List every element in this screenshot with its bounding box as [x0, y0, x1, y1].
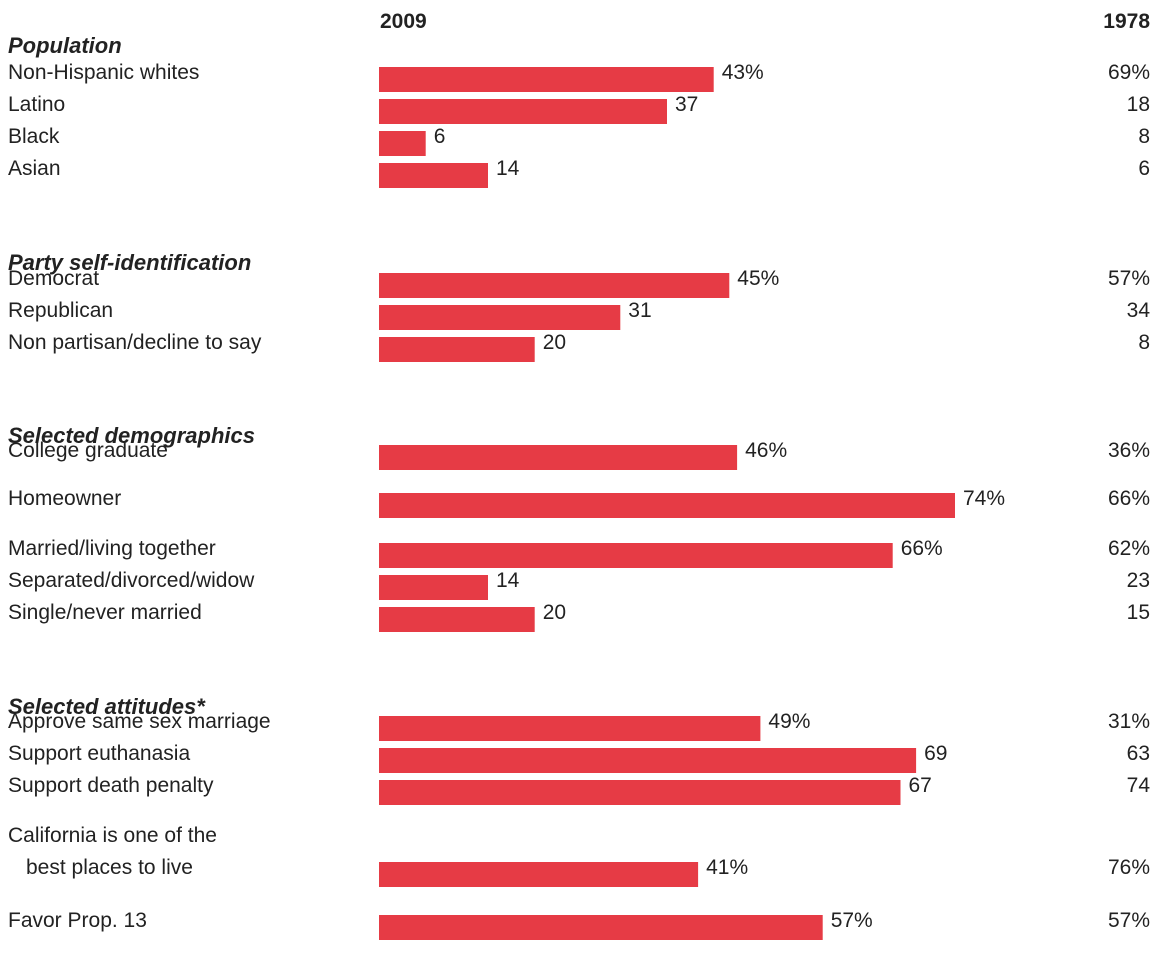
value-1978: 74	[1127, 774, 1151, 797]
data-label-2009: 20	[543, 601, 566, 624]
bar-2009	[379, 780, 901, 805]
bar-2009	[379, 337, 535, 362]
row-label: Support death penalty	[8, 774, 214, 797]
data-label-2009: 66%	[901, 537, 943, 560]
bar-2009	[379, 273, 730, 298]
data-label-2009: 49%	[768, 710, 810, 733]
row-label: Latino	[8, 93, 65, 116]
data-label-2009: 74%	[963, 487, 1005, 510]
bar-2009	[379, 748, 917, 773]
row-label: California is one of the	[8, 824, 217, 847]
row-label: Non partisan/decline to say	[8, 331, 262, 354]
section-title: Population	[8, 33, 122, 58]
section-title: Selected attitudes*	[8, 694, 206, 719]
data-label-2009: 67	[909, 774, 932, 797]
bar-2009	[379, 131, 426, 156]
value-1978: 18	[1127, 93, 1150, 116]
row-label: Approve same sex marriage	[8, 710, 271, 733]
bar-2009	[379, 445, 738, 470]
data-label-2009: 31	[628, 299, 651, 322]
data-label-2009: 45%	[737, 267, 779, 290]
row-label: Asian	[8, 157, 61, 180]
value-1978: 57%	[1108, 267, 1150, 290]
row-label: Homeowner	[8, 487, 121, 510]
bar-2009	[379, 543, 893, 568]
value-1978: 23	[1127, 569, 1150, 592]
row-label: Single/never married	[8, 601, 202, 624]
bar-2009	[379, 99, 667, 124]
value-1978: 69%	[1108, 61, 1150, 84]
row-label: College graduate	[8, 439, 168, 462]
value-1978: 63	[1127, 742, 1150, 765]
section-title: Party self-identification	[8, 250, 251, 275]
bar-2009	[379, 862, 699, 887]
row-label-line2: best places to live	[26, 856, 193, 879]
value-1978: 34	[1127, 299, 1151, 322]
bar-2009	[379, 716, 761, 741]
value-1978: 8	[1138, 331, 1150, 354]
data-label-2009: 6	[434, 125, 446, 148]
data-label-2009: 41%	[706, 856, 748, 879]
value-1978: 6	[1138, 157, 1150, 180]
chart-body: Population Non-Hispanic whites 43% 69% Latin…	[8, 33, 1150, 940]
bar-2009	[379, 493, 955, 518]
value-1978: 62%	[1108, 537, 1150, 560]
bar-2009	[379, 67, 714, 92]
row-label: Favor Prop. 13	[8, 909, 147, 932]
data-label-2009: 14	[496, 569, 520, 592]
section-title: Selected demographics	[8, 423, 255, 448]
value-1978: 66%	[1108, 487, 1150, 510]
value-1978: 15	[1127, 601, 1150, 624]
bar-2009	[379, 575, 488, 600]
bar-2009	[379, 915, 823, 940]
column-header-2009: 2009	[380, 10, 427, 33]
bar-2009	[379, 607, 535, 632]
row-label: Support euthanasia	[8, 742, 190, 765]
data-label-2009: 43%	[722, 61, 764, 84]
row-label: Republican	[8, 299, 113, 322]
value-1978: 8	[1138, 125, 1150, 148]
row-label: Married/living together	[8, 537, 216, 560]
column-header-1978: 1978	[1103, 10, 1150, 33]
value-1978: 36%	[1108, 439, 1150, 462]
data-label-2009: 14	[496, 157, 520, 180]
data-label-2009: 57%	[831, 909, 873, 932]
data-label-2009: 46%	[745, 439, 787, 462]
data-label-2009: 37	[675, 93, 698, 116]
row-label: Democrat	[8, 267, 99, 290]
row-label: Black	[8, 125, 60, 148]
row-label: Non-Hispanic whites	[8, 61, 199, 84]
data-label-2009: 20	[543, 331, 566, 354]
bar-2009	[379, 305, 621, 330]
data-label-2009: 69	[924, 742, 947, 765]
row-label: Separated/divorced/widow	[8, 569, 255, 592]
value-1978: 57%	[1108, 909, 1150, 932]
bar-2009	[379, 163, 488, 188]
value-1978: 76%	[1108, 856, 1150, 879]
value-1978: 31%	[1108, 710, 1150, 733]
